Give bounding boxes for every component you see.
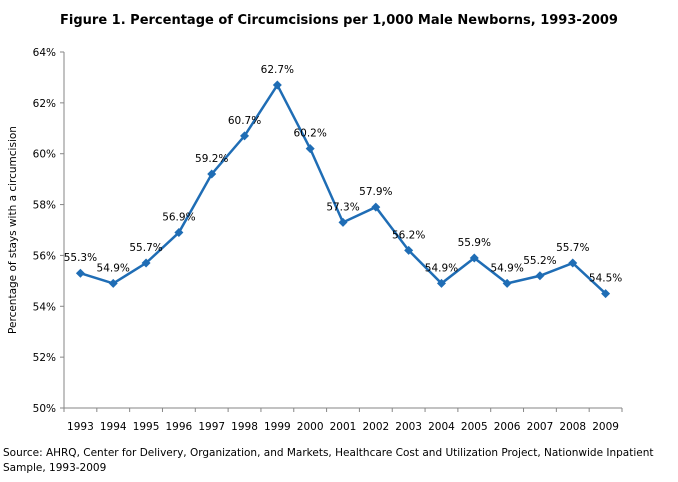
- chart-title: Figure 1. Percentage of Circumcisions pe…: [60, 13, 618, 28]
- data-label: 55.2%: [523, 255, 556, 267]
- data-point-marker: [141, 258, 151, 268]
- x-tick-label: 1996: [166, 421, 193, 433]
- data-label: 54.5%: [589, 273, 622, 285]
- x-tick-label: 2002: [362, 421, 389, 433]
- y-tick-label: 64%: [33, 47, 56, 59]
- y-tick-label: 56%: [33, 250, 56, 262]
- data-point-marker: [305, 144, 315, 154]
- data-label: 55.7%: [129, 242, 162, 254]
- data-point-marker: [568, 258, 578, 268]
- x-tick-label: 2004: [428, 421, 455, 433]
- data-point-marker: [272, 80, 282, 90]
- x-tick-label: 1998: [231, 421, 258, 433]
- data-label: 62.7%: [261, 64, 294, 76]
- data-label: 60.2%: [293, 128, 326, 140]
- x-tick-label: 2006: [494, 421, 521, 433]
- y-tick-label: 54%: [33, 301, 56, 313]
- x-tick-label: 2005: [461, 421, 488, 433]
- x-tick-label: 2009: [592, 421, 619, 433]
- y-tick-label: 58%: [33, 200, 56, 212]
- data-point-marker: [502, 278, 512, 288]
- data-label: 55.7%: [556, 242, 589, 254]
- x-tick-label: 2003: [395, 421, 422, 433]
- x-tick-label: 2000: [297, 421, 324, 433]
- y-tick-label: 60%: [33, 149, 56, 161]
- data-label: 57.9%: [359, 186, 392, 198]
- x-tick-label: 1997: [198, 421, 225, 433]
- x-tick-label: 1993: [67, 421, 94, 433]
- x-tick-label: 2008: [559, 421, 586, 433]
- y-axis-label: Percentage of stays with a circumcision: [7, 126, 19, 334]
- data-point-marker: [601, 289, 611, 299]
- data-label: 59.2%: [195, 153, 228, 165]
- x-tick-label: 2007: [527, 421, 554, 433]
- x-tick-label: 1994: [100, 421, 127, 433]
- data-point-marker: [174, 228, 184, 238]
- y-tick-label: 62%: [33, 98, 56, 110]
- y-tick-label: 52%: [33, 352, 56, 364]
- x-tick-label: 1999: [264, 421, 291, 433]
- data-point-marker: [240, 131, 250, 141]
- data-point-marker: [108, 278, 118, 288]
- data-point-marker: [535, 271, 545, 281]
- data-label: 54.9%: [425, 262, 458, 274]
- x-tick-label: 2001: [330, 421, 357, 433]
- data-label: 54.9%: [97, 262, 130, 274]
- data-point-marker: [207, 169, 217, 179]
- data-point-marker: [436, 278, 446, 288]
- data-point-marker: [371, 202, 381, 212]
- data-point-marker: [75, 268, 85, 278]
- source-note: Source: AHRQ, Center for Delivery, Organ…: [3, 447, 654, 474]
- data-label: 57.3%: [326, 201, 359, 213]
- y-tick-label: 50%: [33, 403, 56, 415]
- data-point-marker: [469, 253, 479, 263]
- x-tick-label: 1995: [133, 421, 160, 433]
- data-label: 60.7%: [228, 115, 261, 127]
- data-label: 54.9%: [490, 262, 523, 274]
- data-label: 55.3%: [64, 252, 97, 264]
- data-label: 56.9%: [162, 212, 195, 224]
- data-label: 56.2%: [392, 229, 425, 241]
- data-point-marker: [338, 217, 348, 227]
- data-point-marker: [404, 245, 414, 255]
- data-label: 55.9%: [458, 237, 491, 249]
